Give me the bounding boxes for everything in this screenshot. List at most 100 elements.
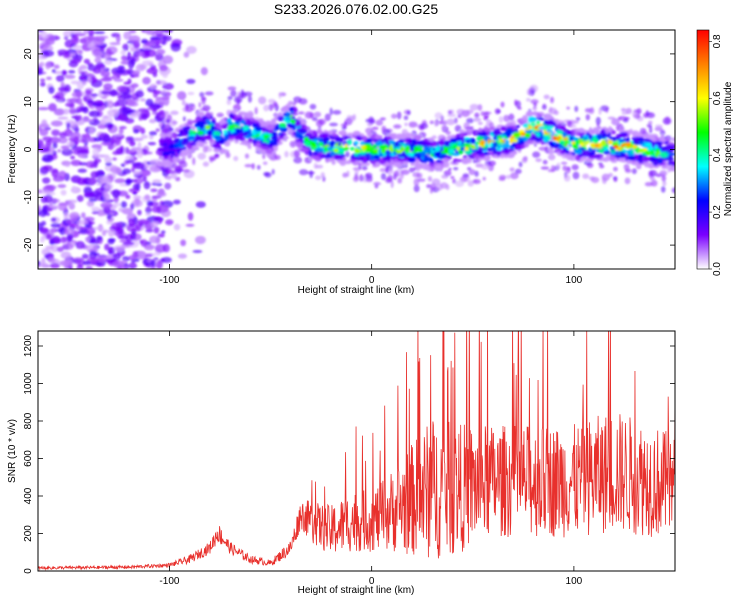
heatmap-cell — [133, 195, 142, 200]
heatmap-cell — [183, 51, 190, 58]
heatmap-cell — [592, 127, 598, 133]
heatmap-cell — [246, 133, 253, 137]
heatmap-cell — [151, 195, 162, 199]
heatmap-cell — [591, 136, 597, 143]
heatmap-cell — [101, 95, 108, 100]
heatmap-cell — [652, 159, 659, 167]
heatmap-cell — [197, 135, 201, 140]
heatmap-cell — [511, 150, 518, 155]
heatmap-cell — [582, 135, 589, 139]
heatmap-hotspot — [644, 150, 651, 156]
heatmap-cell — [406, 132, 411, 139]
heatmap-cell — [631, 130, 640, 137]
heatmap-cell — [515, 143, 522, 150]
heatmap-cell — [149, 83, 157, 89]
heatmap-cell — [430, 154, 435, 157]
heatmap-cell — [565, 130, 573, 136]
heatmap-cell — [150, 259, 156, 267]
heatmap-cell — [136, 149, 144, 159]
heatmap-cell — [115, 137, 122, 146]
heatmap-cell — [130, 73, 140, 78]
heatmap-cell — [118, 125, 127, 130]
heatmap-cell — [39, 128, 49, 137]
heatmap-cell — [156, 191, 167, 197]
heatmap-cell — [227, 86, 237, 91]
heatmap-cell — [79, 64, 88, 70]
heatmap-cell — [591, 142, 596, 149]
heatmap-cell — [434, 121, 439, 127]
heatmap-cell — [455, 159, 463, 163]
heatmap-cell — [415, 161, 420, 168]
heatmap-cell — [196, 117, 202, 120]
heatmap-cell — [663, 148, 670, 151]
heatmap-cell — [103, 101, 109, 108]
heatmap-cell — [174, 128, 179, 133]
heatmap-cell — [133, 178, 144, 184]
heatmap-cell — [279, 133, 285, 137]
heatmap-hotspot — [324, 146, 328, 152]
heatmap-cell — [149, 167, 161, 172]
heatmap-cell — [574, 105, 579, 113]
heatmap-cell — [184, 123, 189, 126]
heatmap-cell — [40, 82, 46, 87]
heatmap-cell — [87, 62, 94, 67]
heatmap-cell — [210, 125, 215, 131]
heatmap-cell — [668, 154, 673, 161]
heatmap-cell — [671, 137, 675, 142]
heatmap-cell — [637, 154, 643, 160]
heatmap-cell — [447, 110, 452, 115]
heatmap-cell — [479, 154, 486, 158]
heatmap-cell — [143, 181, 151, 190]
heatmap-cell — [347, 139, 353, 146]
heatmap-cell — [646, 112, 656, 119]
heatmap-cell — [125, 149, 138, 155]
heatmap-cell — [494, 131, 503, 136]
heatmap-cell — [364, 139, 373, 144]
heatmap-cell — [264, 172, 272, 178]
spectrogram-y-tick-label: -20 — [23, 237, 34, 252]
spectrogram-x-ticks: -100 0 100 — [159, 30, 583, 286]
heatmap-cell — [507, 148, 514, 152]
heatmap-cell — [609, 136, 613, 141]
heatmap-cell — [108, 228, 115, 238]
heatmap-cell — [68, 106, 76, 115]
heatmap-cell — [469, 103, 479, 111]
heatmap-cell — [503, 147, 508, 151]
heatmap-cell — [156, 161, 164, 167]
heatmap-cell — [70, 159, 82, 166]
heatmap-cell — [69, 58, 82, 64]
heatmap-cell — [135, 182, 141, 191]
heatmap-cell — [57, 116, 69, 120]
heatmap-cell — [69, 214, 78, 223]
heatmap-cell — [106, 213, 112, 220]
heatmap-cell — [279, 135, 284, 140]
heatmap-cell — [409, 133, 413, 137]
heatmap-cell — [139, 98, 146, 102]
heatmap-cell — [525, 111, 534, 117]
heatmap-cell — [470, 138, 476, 144]
heatmap-cell — [100, 90, 112, 95]
heatmap-cell — [163, 166, 173, 171]
heatmap-cell — [339, 156, 343, 160]
heatmap-cell — [594, 154, 601, 159]
heatmap-cell — [368, 118, 376, 125]
heatmap-cell — [38, 204, 42, 212]
heatmap-cell — [129, 47, 140, 52]
heatmap-cell — [319, 132, 327, 139]
heatmap-cell — [294, 120, 301, 127]
heatmap-cell — [88, 197, 98, 202]
heatmap-cell — [530, 99, 539, 105]
heatmap-cell — [535, 158, 542, 163]
heatmap-cell — [52, 95, 61, 99]
heatmap-cell — [53, 64, 60, 70]
snr-y-ticks: 0 200 400 600 800 1000 1200 — [23, 334, 675, 574]
heatmap-cell — [195, 201, 206, 208]
heatmap-cell — [75, 54, 83, 61]
heatmap-cell — [63, 228, 69, 235]
heatmap-cell — [127, 51, 132, 60]
heatmap-cell — [478, 157, 487, 160]
heatmap-cell — [60, 145, 68, 149]
heatmap-cell — [263, 135, 270, 139]
heatmap-hotspot — [304, 136, 309, 142]
heatmap-cell — [149, 131, 158, 136]
